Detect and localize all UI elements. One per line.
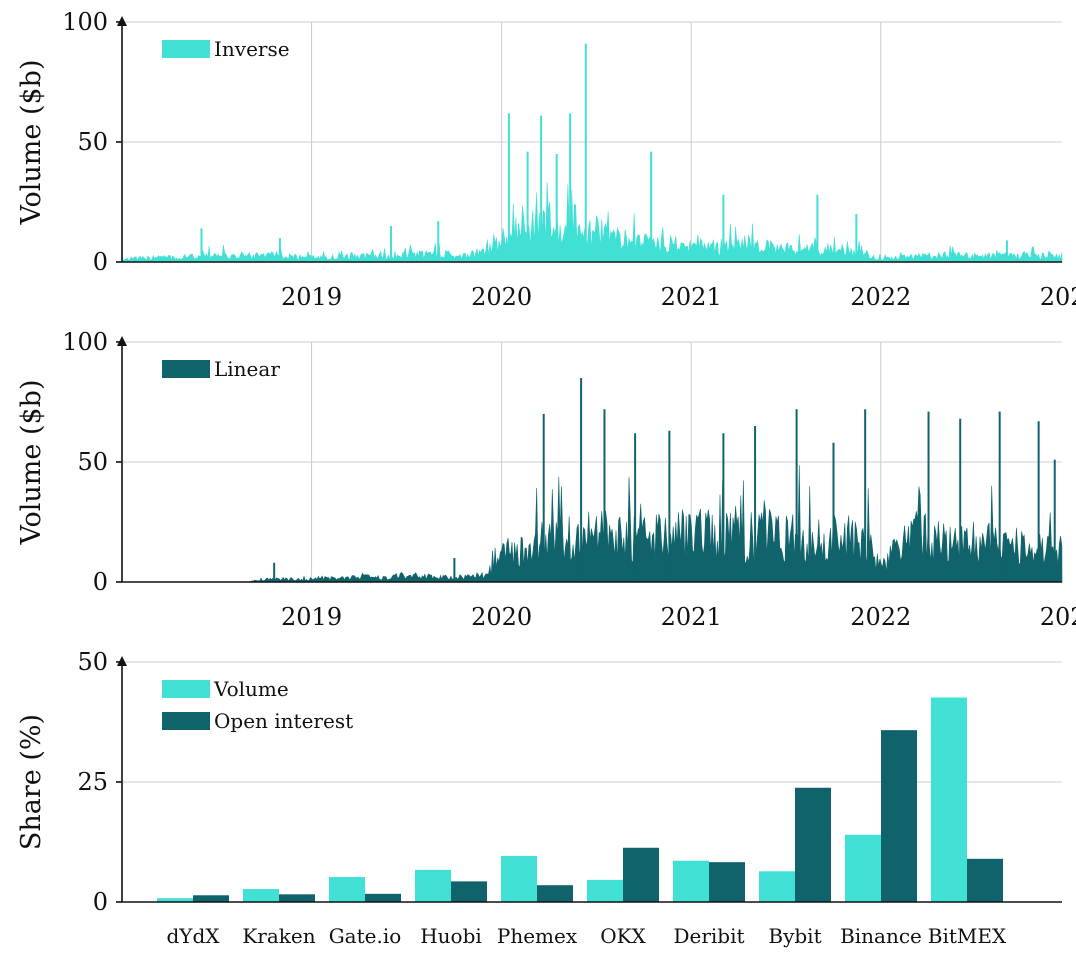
y-tick-label: 0 (93, 888, 108, 916)
bar-open-interest (279, 894, 315, 902)
x-tick-label: OKX (600, 924, 646, 948)
x-tick-label: Kraken (242, 924, 315, 948)
y-tick-label: 50 (77, 648, 108, 676)
legend-label: Linear (214, 357, 280, 381)
y-axis-arrow (117, 16, 127, 26)
x-tick-label: dYdX (166, 924, 220, 948)
x-tick-label: 2023 (1040, 603, 1076, 631)
legend: Inverse (162, 37, 290, 61)
x-tick-label: Bybit (768, 924, 821, 948)
legend: Volume Open interest (162, 677, 353, 733)
panel-2: 0 50 100 Volume ($b) 2019 2020 2021 2022 2023 Lin… (16, 328, 1076, 631)
x-tick-label: Gate.io (329, 924, 402, 948)
series-area-inverse (121, 182, 1063, 263)
y-tick-label: 50 (77, 128, 108, 156)
y-tick-label: 100 (62, 328, 108, 356)
bar-open-interest (451, 881, 487, 902)
x-tick-label: 2020 (471, 603, 532, 631)
y-tick-label: 0 (93, 568, 108, 596)
bar-open-interest (881, 730, 917, 902)
legend-label: Open interest (214, 709, 353, 733)
bar-volume (415, 869, 451, 902)
bar-volume (845, 834, 881, 902)
series-area-linear (122, 465, 1063, 583)
y-axis-arrow (117, 336, 127, 346)
x-tick-label: 2021 (661, 283, 722, 311)
y-tick-label: 25 (77, 768, 108, 796)
bar-volume (673, 860, 709, 902)
y-axis-title: Volume ($b) (16, 60, 47, 226)
x-tick-label: 2022 (850, 283, 911, 311)
bar-open-interest (365, 893, 401, 902)
bar-open-interest (193, 895, 229, 902)
legend-swatch-inverse (162, 40, 210, 58)
y-axis-title: Share (%) (16, 714, 47, 850)
bar-open-interest (537, 885, 573, 902)
bar-volume (931, 697, 967, 902)
x-tick-label: Phemex (497, 924, 578, 948)
panel-3: 0 25 50 Share (%) dYdX Kraken Gate.io Huobi Phem… (16, 648, 1062, 948)
bar-volume (501, 855, 537, 902)
y-tick-label: 0 (93, 248, 108, 276)
panel-1: 0 50 100 Volume ($b) 2019 2020 2021 2022 2023 Inv… (16, 8, 1076, 311)
x-tick-label: 2021 (661, 603, 722, 631)
x-tick-label: 2020 (471, 283, 532, 311)
x-tick-label: Deribit (673, 924, 744, 948)
bar-open-interest (623, 847, 659, 902)
x-tick-label: 2019 (281, 283, 342, 311)
bar-volume (759, 871, 795, 902)
y-axis-arrow (117, 656, 127, 666)
x-tick-label: 2022 (850, 603, 911, 631)
y-tick-label: 100 (62, 8, 108, 36)
legend-label: Volume (213, 677, 289, 701)
y-tick-label: 50 (77, 448, 108, 476)
x-tick-label: 2019 (281, 603, 342, 631)
bar-volume (157, 898, 193, 902)
bar-open-interest (967, 858, 1003, 902)
legend-label: Inverse (214, 37, 290, 61)
legend-swatch (162, 680, 210, 698)
bar-open-interest (795, 787, 831, 902)
bar-volume (329, 877, 365, 902)
y-axis-title: Volume ($b) (16, 380, 47, 546)
x-tick-label: 2023 (1040, 283, 1076, 311)
x-tick-label: Huobi (420, 924, 482, 948)
bar-open-interest (709, 862, 745, 902)
legend: Linear (162, 357, 280, 381)
bar-volume (587, 879, 623, 902)
legend-swatch (162, 712, 210, 730)
legend-swatch-linear (162, 360, 210, 378)
x-tick-label: BitMEX (928, 924, 1007, 948)
x-tick-label: Binance (840, 924, 922, 948)
bar-volume (243, 889, 279, 902)
